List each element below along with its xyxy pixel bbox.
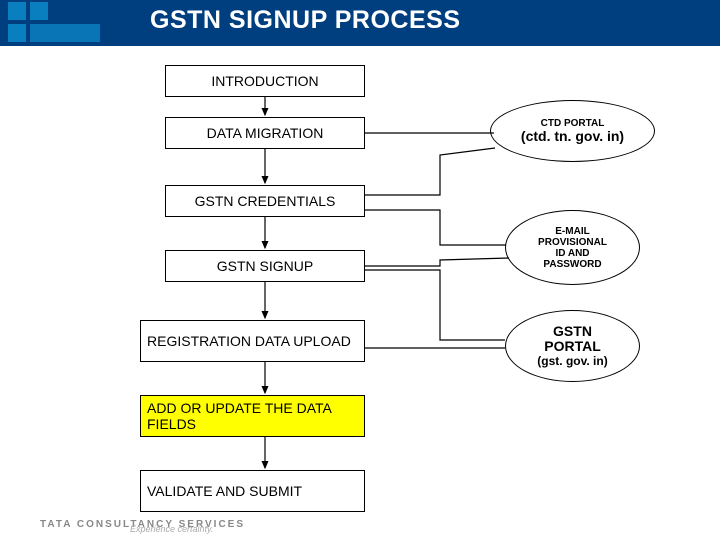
node-email-provisional: E-MAIL PROVISIONAL ID AND PASSWORD bbox=[505, 210, 640, 285]
page-title: GSTN SIGNUP PROCESS bbox=[150, 6, 461, 35]
gstn-portal-line2: PORTAL bbox=[544, 339, 601, 354]
node-ctd-portal: CTD PORTAL (ctd. tn. gov. in) bbox=[490, 100, 655, 162]
node-gstn-portal: GSTN PORTAL (gst. gov. in) bbox=[505, 310, 640, 382]
gstn-portal-line1: GSTN bbox=[553, 324, 592, 339]
email-line2: PROVISIONAL bbox=[538, 237, 607, 248]
email-line4: PASSWORD bbox=[543, 259, 601, 270]
node-validate-submit: VALIDATE AND SUBMIT bbox=[140, 470, 365, 512]
node-gstn-signup: GSTN SIGNUP bbox=[165, 250, 365, 282]
email-line1: E-MAIL bbox=[555, 226, 589, 237]
node-gstn-credentials: GSTN CREDENTIALS bbox=[165, 185, 365, 217]
node-registration-upload: REGISTRATION DATA UPLOAD bbox=[140, 320, 365, 362]
ctd-portal-url: (ctd. tn. gov. in) bbox=[521, 129, 624, 144]
node-introduction: INTRODUCTION bbox=[165, 65, 365, 97]
node-add-update-fields: ADD OR UPDATE THE DATA FIELDS bbox=[140, 395, 365, 437]
gstn-portal-url: (gst. gov. in) bbox=[537, 355, 607, 368]
email-line3: ID AND bbox=[555, 248, 589, 259]
node-data-migration: DATA MIGRATION bbox=[165, 117, 365, 149]
footer-tagline: Experience certainty. bbox=[130, 524, 213, 534]
